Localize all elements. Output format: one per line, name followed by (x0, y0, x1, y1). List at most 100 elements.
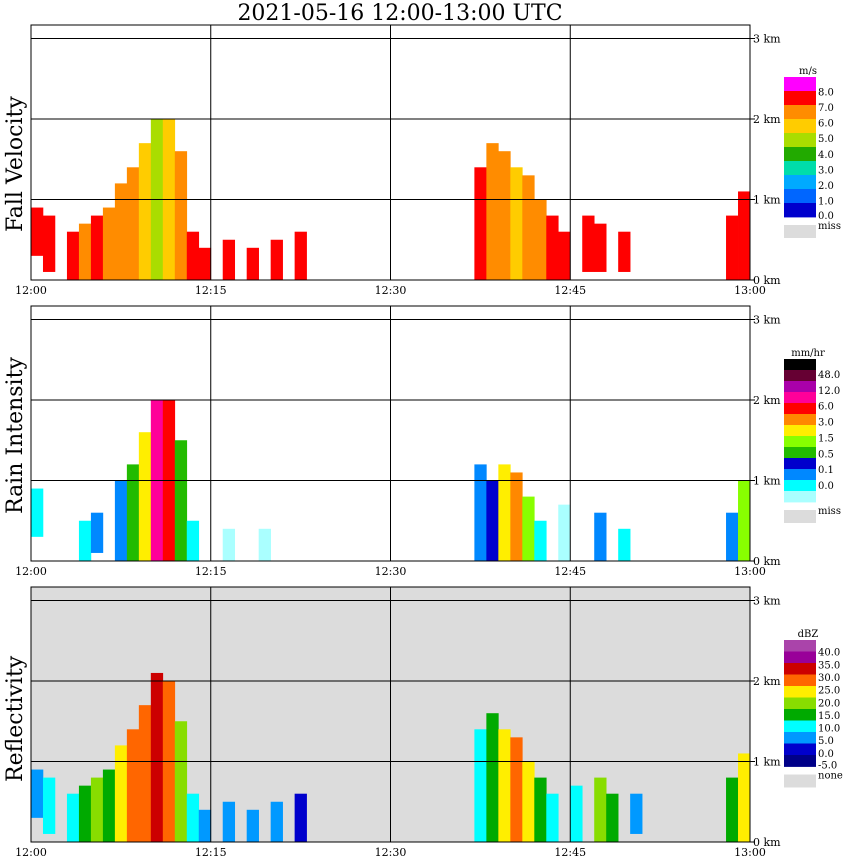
colorbar-swatch (784, 133, 816, 148)
data-cell (114, 745, 128, 842)
colorbar-swatch (784, 697, 816, 710)
data-cell (486, 480, 499, 561)
colorbar-swatch (784, 77, 816, 92)
data-cell (558, 504, 571, 561)
colorbar-label: 3.0 (818, 165, 834, 176)
data-cell (31, 488, 44, 537)
colorbar-label: 1.5 (818, 433, 834, 444)
data-cell (126, 167, 140, 280)
colorbar-swatch (784, 447, 816, 459)
colorbar-swatch (784, 686, 816, 698)
data-cell (582, 215, 595, 272)
colorbar-label: 35.0 (818, 660, 840, 671)
colorbar-swatch (784, 175, 816, 190)
data-cell (78, 785, 92, 842)
colorbar-label: 5.0 (818, 736, 834, 747)
data-cell (570, 785, 583, 842)
data-cell (738, 191, 751, 280)
data-cell (534, 520, 547, 561)
data-cell (618, 528, 631, 561)
data-cell (126, 729, 140, 842)
colorbar-label: 5.0 (818, 134, 834, 145)
y-tick-label: 2 km (753, 394, 781, 407)
colorbar-swatch (784, 105, 816, 120)
data-cell (42, 215, 56, 272)
colorbar-swatch (784, 381, 816, 393)
data-cell (198, 247, 212, 280)
data-cell (186, 231, 200, 280)
colorbar-label: 1.0 (818, 196, 834, 207)
colorbar-swatch (784, 651, 816, 664)
data-cell (534, 777, 547, 842)
data-cell (270, 239, 283, 280)
data-cell (174, 721, 188, 842)
data-cell (726, 215, 739, 280)
y-tick-label: 0 km (753, 555, 781, 568)
data-cell (126, 464, 140, 561)
colorbar-label: 6.0 (818, 119, 834, 130)
data-cell (66, 231, 80, 280)
colorbar-missing-swatch (784, 225, 816, 238)
colorbar-swatch (784, 436, 816, 448)
data-cell (102, 207, 116, 280)
data-cell (138, 432, 152, 561)
colorbar-swatch (784, 359, 816, 371)
data-cell (486, 143, 499, 280)
data-cell (510, 737, 523, 842)
x-tick-label: 12:00 (15, 284, 47, 297)
data-cell (102, 769, 116, 842)
x-tick-label: 12:30 (375, 565, 407, 578)
colorbar-label: 0.5 (818, 449, 834, 460)
plot-frame (30, 586, 751, 843)
colorbar-swatch (784, 203, 816, 218)
data-cell (474, 167, 487, 280)
x-tick-label: 12:45 (554, 846, 586, 859)
data-cell (31, 207, 44, 256)
data-cell (738, 480, 751, 561)
colorbar-label: 7.0 (818, 103, 834, 114)
colorbar-swatch (784, 370, 816, 382)
data-cell (294, 793, 307, 842)
data-cell (78, 223, 92, 280)
colorbar-label: 0.1 (818, 465, 834, 476)
chart-title: 2021-05-16 12:00-13:00 UTC (237, 1, 563, 26)
colorbar-swatch (784, 392, 816, 404)
colorbar-swatch (784, 425, 816, 437)
data-cell (78, 520, 92, 561)
colorbar-swatch (784, 743, 816, 756)
colorbar-swatch (784, 732, 816, 744)
colorbar-swatch (784, 469, 816, 481)
colorbar-label: 25.0 (818, 686, 840, 697)
y-tick-label: 3 km (753, 595, 781, 608)
data-cell (114, 183, 128, 280)
data-cell (198, 809, 212, 842)
colorbar-label: 3.0 (818, 418, 834, 429)
colorbar-swatch (784, 709, 816, 721)
data-cell (174, 440, 188, 561)
y-tick-label: 3 km (753, 314, 781, 327)
colorbar-label: 20.0 (818, 698, 840, 709)
colorbar-swatch (784, 640, 816, 652)
data-cell (90, 215, 104, 280)
x-tick-label: 12:45 (554, 565, 586, 578)
data-cell (630, 793, 643, 834)
y-tick-label: 2 km (753, 675, 781, 688)
colorbar-label: 8.0 (818, 88, 834, 99)
colorbar-label: 48.0 (818, 370, 840, 381)
x-tick-label: 13:00 (734, 284, 766, 297)
y-tick-label: 0 km (753, 274, 781, 287)
data-cell (174, 151, 188, 280)
data-cell (474, 464, 487, 561)
colorbar-label: 2.0 (818, 181, 834, 192)
colorbar-missing-label: miss (818, 221, 841, 232)
colorbar-label: 0.0 (818, 211, 834, 222)
data-cell (558, 231, 571, 280)
colorbar-missing-swatch (784, 774, 816, 788)
colorbar-label: 40.0 (818, 648, 840, 659)
data-cell (222, 801, 236, 842)
y-tick-label: 2 km (753, 113, 781, 126)
x-tick-label: 12:45 (554, 284, 586, 297)
data-cell (534, 199, 547, 280)
colorbar-swatch (784, 91, 816, 106)
